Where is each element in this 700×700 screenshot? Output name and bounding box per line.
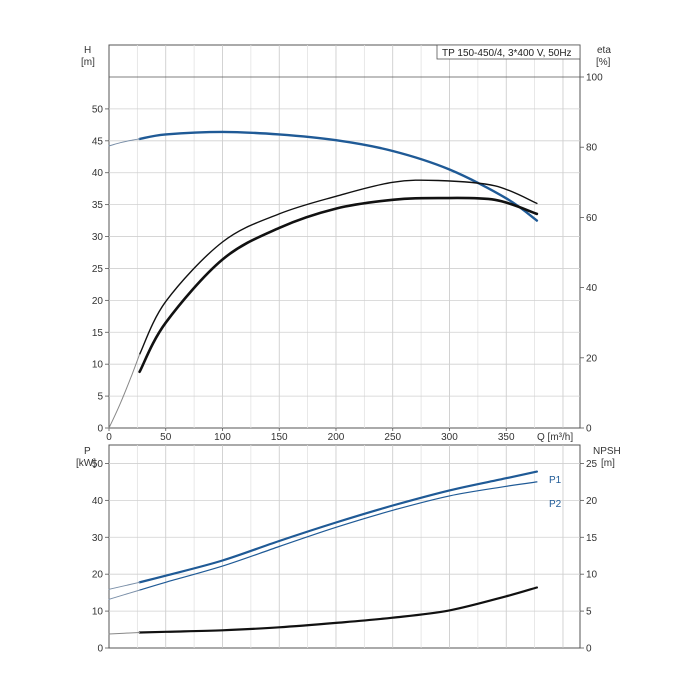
top-right-tick-label: 20: [586, 353, 598, 364]
top-series-1-extension: [108, 138, 141, 147]
bottom-right-tick-label: 5: [586, 607, 592, 618]
bottom-right-tick-label: 20: [586, 496, 598, 507]
top-series-0-operating: [138, 130, 539, 222]
bottom-left-tick-label: 10: [92, 607, 104, 618]
power-npsh-panel: 0 10 20 30 40 50 0 5 10 15 20 25 P [kW] NPSH [m] P1…: [76, 444, 621, 655]
head-axis-unit: [m]: [81, 57, 95, 68]
top-left-tick-label: 10: [92, 360, 104, 371]
top-x-tick-label: 0: [106, 432, 112, 443]
top-left-tick-label: 0: [97, 424, 103, 435]
top-x-tick-label: 50: [160, 432, 172, 443]
top-left-tick-label: 50: [92, 104, 104, 115]
title-box: [436, 44, 581, 60]
bottom-series-group: [108, 470, 538, 635]
flow-axis-label: Q [m³/h]: [537, 432, 573, 443]
bottom-left-tick-label: 0: [97, 644, 103, 655]
npsh-axis-label: NPSH: [593, 446, 621, 457]
top-series-group: [108, 130, 539, 429]
legend-p1: P1: [549, 475, 562, 486]
bottom-series-0-p1-operating: [138, 470, 538, 584]
npsh-axis-unit: [m]: [601, 458, 615, 469]
power-axis-unit: [kW]: [76, 458, 96, 469]
top-axis-ticks: 0 5 10 15 20 25 30 35 40 45 50 0 20 40 60 80 100 0 50 100 15…: [92, 73, 603, 444]
top-x-tick-label: 200: [328, 432, 345, 443]
legend-p2: P2: [549, 499, 562, 510]
bottom-right-tick-label: 0: [586, 644, 592, 655]
top-x-tick-label: 150: [271, 432, 288, 443]
eta-axis-unit: [%]: [596, 57, 611, 68]
bottom-left-tick-label: 20: [92, 570, 104, 581]
eta-axis-label: eta: [597, 45, 611, 56]
bottom-series-2-extension: [108, 581, 141, 590]
top-x-tick-label: 250: [384, 432, 401, 443]
top-left-tick-label: 45: [92, 136, 104, 147]
bottom-series-3-extension: [108, 589, 141, 600]
top-x-tick-label: 300: [441, 432, 458, 443]
top-right-tick-label: 0: [586, 424, 592, 435]
top-series-4-extension: [108, 353, 141, 429]
bottom-grid: [109, 445, 580, 648]
top-right-tick-label: 80: [586, 143, 598, 154]
bottom-right-tick-label: 10: [586, 570, 598, 581]
top-x-tick-label: 100: [214, 432, 231, 443]
power-axis-label: P: [84, 446, 91, 457]
top-series-2-operating: [138, 179, 538, 355]
top-left-tick-label: 20: [92, 296, 104, 307]
bottom-plot-frame: [108, 444, 581, 649]
top-right-tick-label: 100: [586, 73, 603, 84]
top-series-3-operating: [138, 196, 539, 374]
top-left-tick-label: 15: [92, 328, 104, 339]
bottom-right-tick-label: 15: [586, 533, 598, 544]
top-left-tick-label: 40: [92, 168, 104, 179]
top-left-tick-label: 25: [92, 264, 104, 275]
bottom-left-tick-label: 40: [92, 496, 104, 507]
top-right-tick-label: 60: [586, 213, 598, 224]
top-left-tick-label: 30: [92, 232, 104, 243]
top-right-tick-label: 40: [586, 283, 598, 294]
bottom-right-tick-label: 25: [586, 459, 598, 470]
top-left-tick-label: 5: [97, 392, 103, 403]
chart-title: TP 150-450/4, 3*400 V, 50Hz: [442, 48, 572, 59]
bottom-series-1-p2-operating: [139, 481, 538, 591]
bottom-left-tick-label: 30: [92, 533, 104, 544]
top-grid: [109, 45, 580, 428]
top-x-tick-label: 350: [498, 432, 515, 443]
bottom-series-5-extension: [108, 632, 141, 635]
bottom-series-4-operating: [138, 586, 538, 634]
bottom-axis-ticks: 0 10 20 30 40 50 0 5 10 15 20 25: [92, 459, 598, 655]
head-efficiency-panel: TP 150-450/4, 3*400 V, 50Hz 0 5 10 15 20 25 30…: [81, 44, 611, 444]
head-axis-label: H: [84, 45, 91, 56]
bottom-left-tick-label: 50: [92, 459, 104, 470]
top-left-tick-label: 35: [92, 200, 104, 211]
